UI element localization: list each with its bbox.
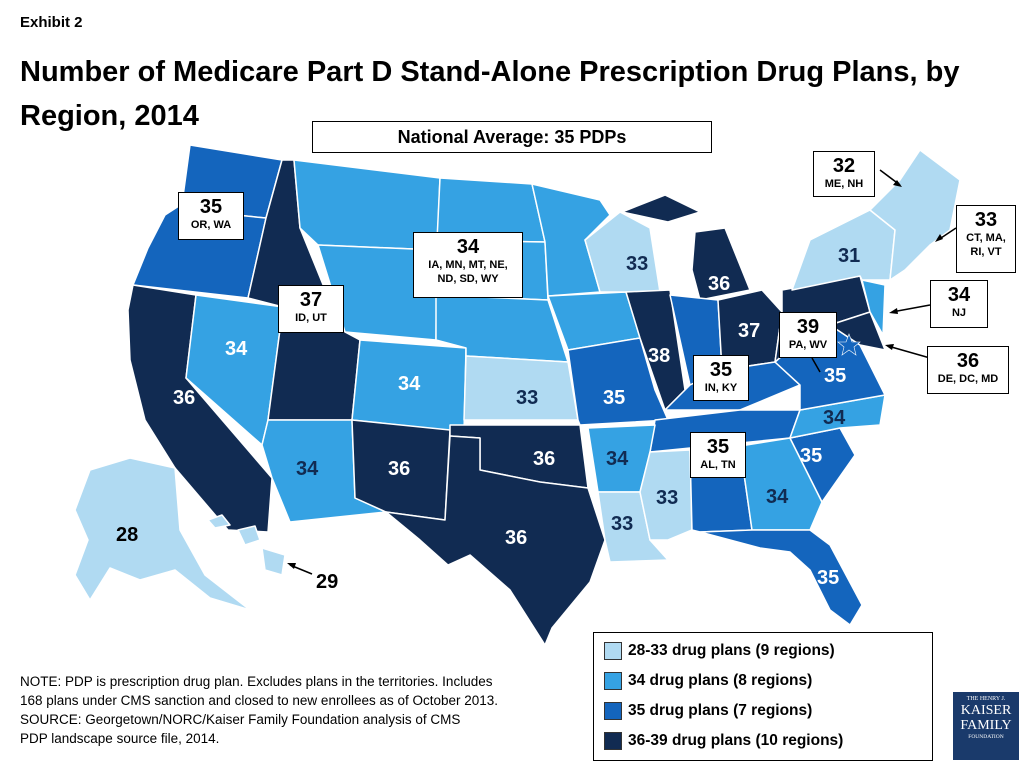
- legend-label: 34 drug plans (8 regions): [628, 672, 813, 689]
- label-az: 34: [296, 458, 319, 480]
- state-fl: [699, 529, 863, 626]
- arrowhead-me-nh: [893, 180, 902, 187]
- page-title: Number of Medicare Part D Stand-Alone Pr…: [20, 56, 960, 132]
- exhibit-label: Exhibit 2: [20, 14, 83, 31]
- callout-or-wa: 35 OR, WA: [178, 192, 244, 240]
- label-tx: 36: [505, 527, 527, 549]
- label-ks: 33: [516, 387, 538, 409]
- state-tx: [385, 435, 606, 646]
- callout-north-central: 34 IA, MN, MT, NE, ND, SD, WY: [413, 232, 523, 298]
- legend-swatch-blue: [604, 702, 622, 720]
- callout-states: IA, MN, MT, NE, ND, SD, WY: [428, 259, 508, 285]
- label-nm: 36: [388, 458, 410, 480]
- footnote-line: 168 plans under CMS sanction and closed …: [20, 693, 499, 708]
- legend: 28-33 drug plans (9 regions) 34 drug pla…: [593, 632, 933, 761]
- label-ga: 34: [766, 486, 789, 508]
- legend-item: 28-33 drug plans (9 regions): [604, 639, 835, 663]
- callout-value: 39: [796, 316, 820, 338]
- arrowhead-hi: [287, 563, 296, 569]
- logo-line: FAMILY: [960, 718, 1012, 733]
- logo-line: FOUNDATION: [968, 734, 1004, 740]
- legend-item: 35 drug plans (7 regions): [604, 699, 812, 723]
- dc-star-icon: [837, 333, 861, 356]
- label-va: 35: [824, 365, 846, 387]
- label-ar: 34: [606, 448, 629, 470]
- label-ms: 33: [656, 487, 678, 509]
- callout-value: 36: [956, 350, 980, 372]
- callout-value: 34: [456, 236, 480, 258]
- state-mi: [691, 227, 751, 301]
- kff-logo: THE HENRY J. KAISER FAMILY FOUNDATION: [953, 692, 1019, 760]
- label-sc: 35: [800, 445, 822, 467]
- label-wi: 33: [626, 253, 648, 275]
- state-mi-upper: [621, 194, 701, 223]
- label-hi: 29: [316, 571, 338, 593]
- label-la: 33: [611, 513, 633, 535]
- footnote-line: SOURCE: Georgetown/NORC/Kaiser Family Fo…: [20, 712, 461, 727]
- label-nc: 34: [823, 407, 846, 429]
- callout-states: PA, WV: [788, 339, 828, 351]
- footnote: NOTE: PDP is prescription drug plan. Exc…: [20, 672, 580, 748]
- label-mo: 35: [603, 387, 625, 409]
- callout-states: IN, KY: [704, 382, 738, 394]
- callout-nj: 34 NJ: [930, 280, 988, 328]
- label-co: 34: [398, 373, 421, 395]
- footnote-line: NOTE: PDP is prescription drug plan. Exc…: [20, 674, 493, 689]
- callout-states: OR, WA: [190, 219, 232, 231]
- state-nj: [861, 279, 886, 336]
- callout-value: 37: [299, 289, 323, 311]
- state-hi: [207, 514, 286, 576]
- callout-states: AL, TN: [700, 459, 736, 471]
- callout-value: 32: [832, 155, 856, 177]
- footnote-line: PDP landscape source file, 2014.: [20, 731, 220, 746]
- callout-me-nh: 32 ME, NH: [813, 151, 875, 197]
- arrow-de: [887, 345, 931, 359]
- legend-label: 35 drug plans (7 regions): [628, 702, 813, 719]
- arrow-nj: [891, 304, 931, 313]
- legend-label: 36-39 drug plans (10 regions): [628, 732, 844, 749]
- callout-states: NJ: [951, 307, 967, 319]
- logo-line: THE HENRY J.: [966, 696, 1006, 702]
- national-average-box: National Average: 35 PDPs: [312, 121, 712, 153]
- label-ca: 36: [173, 387, 195, 409]
- arrowhead-de: [885, 344, 894, 350]
- callout-states: ME, NH: [824, 178, 864, 190]
- label-il: 38: [648, 345, 670, 367]
- callout-value: 34: [947, 284, 971, 306]
- legend-swatch-light: [604, 642, 622, 660]
- label-mi: 36: [708, 273, 730, 295]
- label-ny: 31: [838, 245, 860, 267]
- callout-value: 33: [974, 209, 998, 231]
- legend-swatch-medium: [604, 672, 622, 690]
- legend-item: 36-39 drug plans (10 regions): [604, 729, 843, 753]
- callout-value: 35: [706, 436, 730, 458]
- callout-al-tn: 35 AL, TN: [690, 432, 746, 478]
- callout-pa-wv: 39 PA, WV: [779, 312, 837, 358]
- callout-ct-ma-ri-vt: 33 CT, MA, RI, VT: [956, 205, 1016, 273]
- callout-de-dc-md: 36 DE, DC, MD: [927, 346, 1009, 394]
- label-fl: 35: [817, 567, 839, 589]
- callout-states: ID, UT: [295, 312, 327, 324]
- callout-value: 35: [199, 196, 223, 218]
- arrowhead-ct-ma: [935, 234, 943, 242]
- label-ak: 28: [116, 524, 138, 546]
- callout-value: 35: [709, 359, 733, 381]
- callout-id-ut: 37 ID, UT: [278, 285, 344, 333]
- legend-item: 34 drug plans (8 regions): [604, 669, 812, 693]
- callout-states: DE, DC, MD: [937, 373, 999, 385]
- arrow-pa-wv: [811, 357, 821, 373]
- label-ok: 36: [533, 448, 555, 470]
- label-oh: 37: [738, 320, 760, 342]
- arrowhead-nj: [889, 308, 898, 314]
- state-ak: [74, 457, 251, 611]
- label-nv: 34: [225, 338, 248, 360]
- callout-in-ky: 35 IN, KY: [693, 355, 749, 401]
- legend-swatch-dark: [604, 732, 622, 750]
- logo-line: KAISER: [960, 703, 1012, 718]
- legend-label: 28-33 drug plans (9 regions): [628, 642, 835, 659]
- callout-states: CT, MA, RI, VT: [966, 232, 1006, 258]
